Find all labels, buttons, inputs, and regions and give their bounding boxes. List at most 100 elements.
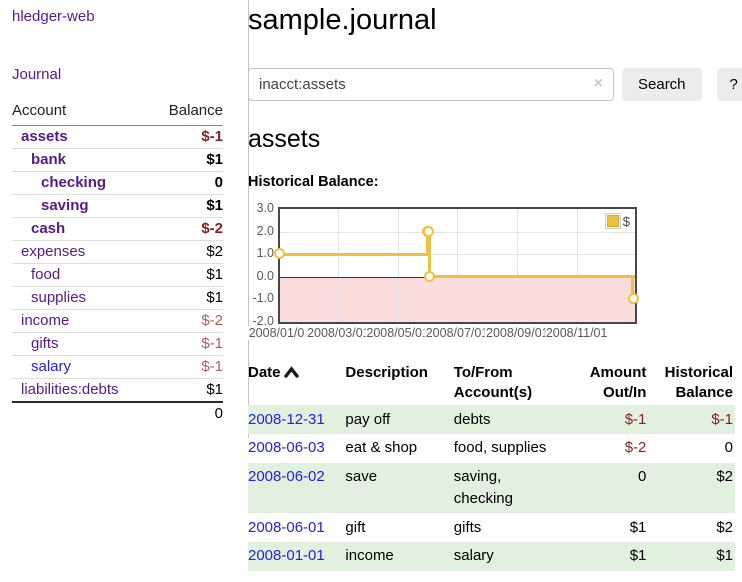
account-link-saving[interactable]: saving bbox=[41, 197, 89, 214]
page-title: sample.journal bbox=[248, 4, 735, 37]
transaction-balance: $-1 bbox=[648, 405, 735, 434]
transaction-amount: $-2 bbox=[569, 434, 648, 463]
search-button[interactable]: Search bbox=[622, 68, 702, 101]
account-link-cash[interactable]: cash bbox=[31, 220, 65, 237]
transaction-date-link[interactable]: 2008-06-02 bbox=[248, 468, 325, 485]
account-balance: $2 bbox=[152, 241, 223, 264]
help-button[interactable]: ? bbox=[717, 68, 742, 101]
main-content: sample.journal × Search ? assets Histori… bbox=[248, 0, 735, 571]
chart-title: Historical Balance: bbox=[248, 174, 735, 190]
legend-label: $ bbox=[623, 214, 630, 229]
transaction-date-link[interactable]: 2008-01-01 bbox=[248, 547, 325, 564]
register-row: 2008-01-01 income salary $1 $1 bbox=[248, 542, 735, 571]
account-row: supplies $1 bbox=[12, 287, 223, 310]
line-segment bbox=[430, 275, 635, 278]
account-row: expenses $2 bbox=[12, 241, 223, 264]
accounts-total-balance: 0 bbox=[152, 402, 223, 425]
register-col-description: Description bbox=[345, 361, 453, 405]
account-balance: $-1 bbox=[152, 333, 223, 356]
transaction-description: eat & shop bbox=[345, 434, 453, 463]
register-row: 2008-06-03 eat & shop food, supplies $-2… bbox=[248, 434, 735, 463]
account-row: cash $-2 bbox=[12, 218, 223, 241]
y-tick-label: 1.0 bbox=[248, 246, 274, 260]
account-link-assets[interactable]: assets bbox=[21, 128, 68, 145]
account-row: saving $1 bbox=[12, 195, 223, 218]
account-link-supplies[interactable]: supplies bbox=[31, 289, 86, 306]
account-link-checking[interactable]: checking bbox=[41, 174, 106, 191]
account-balance: $-1 bbox=[152, 356, 223, 379]
accounts-col-balance: Balance bbox=[152, 98, 223, 126]
x-tick-label: 2008/07/01 bbox=[425, 326, 490, 340]
transaction-date-link[interactable]: 2008-06-03 bbox=[248, 439, 325, 456]
account-link-salary[interactable]: salary bbox=[31, 358, 71, 375]
register-col-amount: Amount Out/In bbox=[569, 361, 648, 405]
x-tick-label: 2008/03/01 bbox=[306, 326, 371, 340]
search-box: × bbox=[248, 68, 613, 101]
transaction-amount: $1 bbox=[569, 513, 648, 542]
sidebar: hledger-web Journal Account Balance asse… bbox=[0, 0, 249, 438]
account-row: food $1 bbox=[12, 264, 223, 287]
account-row: gifts $-1 bbox=[12, 333, 223, 356]
x-tick-label: 2008/01/01 bbox=[248, 326, 313, 340]
account-balance: $1 bbox=[152, 149, 223, 172]
register-row: 2008-06-01 gift gifts $1 $2 bbox=[248, 513, 735, 542]
account-heading: assets bbox=[248, 125, 735, 154]
register-col-balance: Historical Balance bbox=[648, 361, 735, 405]
account-balance: $1 bbox=[152, 287, 223, 310]
gridline-v bbox=[577, 209, 578, 322]
accounts-header-row: Account Balance bbox=[12, 98, 223, 126]
register-table: Date Description To/From Account(s) Amou… bbox=[248, 361, 735, 571]
transaction-description: save bbox=[345, 463, 453, 514]
y-tick-label: 3.0 bbox=[248, 201, 274, 215]
account-balance: $-1 bbox=[152, 126, 223, 149]
transaction-accounts: debts bbox=[454, 405, 570, 434]
accounts-table: Account Balance assets $-1 bank $1 check… bbox=[12, 98, 223, 425]
account-balance: 0 bbox=[152, 172, 223, 195]
transaction-amount: $1 bbox=[569, 542, 648, 571]
account-link-income[interactable]: income bbox=[21, 312, 69, 329]
line-segment bbox=[280, 253, 428, 256]
account-link-gifts[interactable]: gifts bbox=[31, 335, 59, 352]
y-tick-label: 0.0 bbox=[248, 269, 274, 283]
search-input[interactable] bbox=[248, 68, 614, 101]
account-row: liabilities:debts $1 bbox=[12, 379, 223, 403]
brand-link[interactable]: hledger-web bbox=[12, 8, 236, 25]
account-link-food[interactable]: food bbox=[31, 266, 60, 283]
account-link-expenses[interactable]: expenses bbox=[21, 243, 85, 260]
chart-legend: $ bbox=[605, 213, 630, 229]
account-balance: $-2 bbox=[152, 310, 223, 333]
x-tick-label: 2008/09/01 bbox=[485, 326, 550, 340]
account-balance: $1 bbox=[152, 195, 223, 218]
search-form: × Search ? bbox=[248, 68, 735, 101]
transaction-description: pay off bbox=[345, 405, 453, 434]
register-col-date-label: Date bbox=[248, 364, 281, 381]
clear-search-icon[interactable]: × bbox=[594, 75, 603, 93]
chart-plot-area: $ bbox=[278, 207, 637, 324]
x-tick-label: 2008/05/01 bbox=[365, 326, 430, 340]
transaction-accounts: gifts bbox=[454, 513, 570, 542]
transaction-amount: $-1 bbox=[569, 405, 648, 434]
gridline-v bbox=[517, 209, 518, 322]
transaction-balance: $2 bbox=[648, 513, 735, 542]
x-tick-label: 2008/11/01 bbox=[545, 326, 609, 340]
hledger-web-app: hledger-web Journal Account Balance asse… bbox=[0, 0, 742, 582]
transaction-date-link[interactable]: 2008-12-31 bbox=[248, 411, 325, 428]
legend-swatch bbox=[605, 213, 621, 229]
data-point bbox=[628, 293, 639, 304]
register-col-date[interactable]: Date bbox=[248, 361, 345, 405]
transaction-date-link[interactable]: 2008-06-01 bbox=[248, 519, 325, 536]
y-tick-label: -1.0 bbox=[248, 291, 274, 305]
transaction-balance: $1 bbox=[648, 542, 735, 571]
account-balance: $1 bbox=[152, 264, 223, 287]
accounts-col-account: Account bbox=[12, 98, 152, 126]
gridline-v bbox=[457, 209, 458, 322]
account-link-liabilities-debts[interactable]: liabilities:debts bbox=[21, 381, 119, 398]
account-link-bank[interactable]: bank bbox=[31, 151, 66, 168]
data-point bbox=[424, 271, 435, 282]
account-row: assets $-1 bbox=[12, 126, 223, 149]
sidebar-item-journal[interactable]: Journal bbox=[12, 66, 236, 83]
accounts-total-row: 0 bbox=[12, 402, 223, 425]
transaction-accounts: saving, checking bbox=[454, 463, 570, 514]
data-point bbox=[274, 248, 285, 259]
gridline-v bbox=[338, 209, 339, 322]
